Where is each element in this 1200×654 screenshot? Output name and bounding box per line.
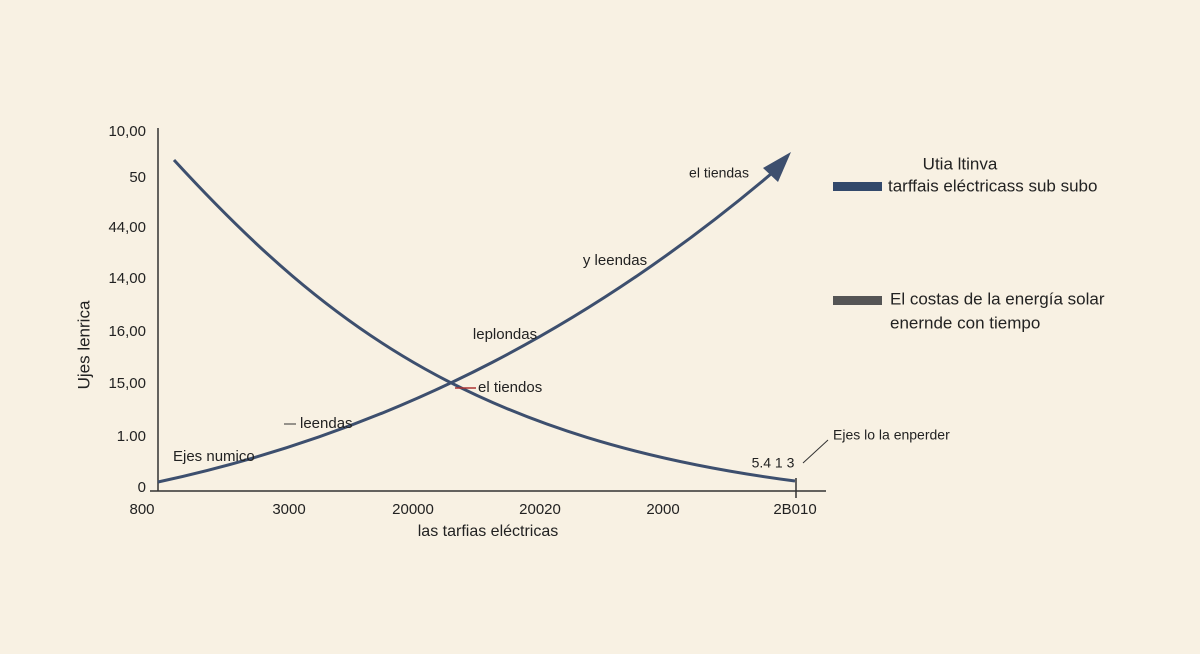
legend-label: El costas de la energía solar <box>890 289 1105 308</box>
legend-label: enernde con tiempo <box>890 313 1040 332</box>
decreasing-curve <box>172 158 796 483</box>
y-axis-label: Ujes lenrica <box>74 300 93 389</box>
annotation: Ejes numico <box>173 448 255 465</box>
legend-title: Utia ltinva <box>923 154 998 173</box>
pointer <box>802 439 829 464</box>
arrow-head <box>763 152 791 182</box>
x-tick-label: 2B010 <box>773 501 816 518</box>
annotation: el tiendos <box>478 379 542 396</box>
y-tick-label: 10,00 <box>108 123 146 140</box>
annotation: y leendas <box>583 252 647 269</box>
annotation: leplondas <box>473 326 537 343</box>
y-tick-label: 14,00 <box>108 270 146 287</box>
y-tick-label: 0 <box>138 479 146 496</box>
x-tick-label: 3000 <box>272 501 305 518</box>
increasing-curve <box>157 166 779 484</box>
annotation: el tiendas <box>689 165 749 181</box>
y-tick-label: 16,00 <box>108 323 146 340</box>
y-tick-label: 44,00 <box>108 219 146 236</box>
x-tick-label: 20000 <box>392 501 434 518</box>
x-tick-label: 800 <box>129 501 154 518</box>
x-tick-label: 2000 <box>646 501 679 518</box>
legend-swatch <box>833 296 882 305</box>
annotation: leendas <box>300 415 353 432</box>
annotation: 5.4 1 3 <box>752 455 795 471</box>
x-tick-label: 20020 <box>519 501 561 518</box>
legend-swatch <box>833 182 882 191</box>
y-tick-label: 50 <box>129 169 146 186</box>
y-tick-label: 15,00 <box>108 375 146 392</box>
legend-label: tarffais eléctricass sub subo <box>888 176 1097 195</box>
y-tick-label: 1.00 <box>117 428 146 445</box>
annotation: Ejes lo la enperder <box>833 427 950 443</box>
x-axis-label: las tarfias eléctricas <box>418 523 559 540</box>
